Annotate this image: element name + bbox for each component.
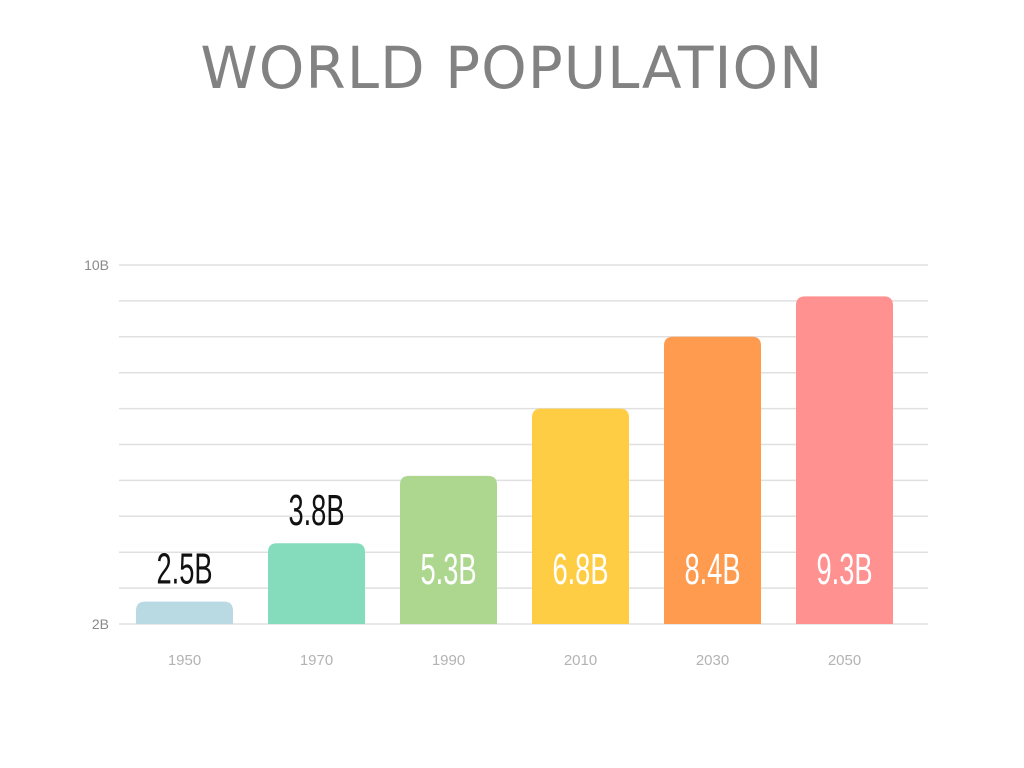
y-tick-label: 2B: [92, 616, 109, 632]
x-tick-label: 2050: [828, 652, 861, 669]
x-tick-label: 2010: [564, 652, 597, 669]
y-axis: 2B 10B: [84, 257, 109, 632]
data-label: 9.3B: [816, 544, 872, 593]
x-axis: 1950 1970 1990 2010 2030 2050: [168, 652, 861, 669]
data-label: 3.8B: [288, 486, 344, 535]
data-label: 6.8B: [552, 544, 608, 593]
y-tick-label: 10B: [84, 257, 109, 273]
gridlines: [119, 264, 928, 625]
data-labels: 2.5B 3.8B 5.3B 6.8B 8.4B 9.3B: [156, 486, 872, 594]
x-tick-label: 2030: [696, 652, 729, 669]
data-label: 5.3B: [420, 544, 476, 593]
x-tick-label: 1970: [300, 652, 333, 669]
x-tick-label: 1990: [432, 652, 465, 669]
bar-2010: [532, 408, 629, 624]
bar-1950: [136, 601, 233, 624]
data-label: 2.5B: [156, 544, 212, 593]
bar-1970: [268, 543, 365, 624]
bar-2030: [664, 336, 761, 624]
data-label: 8.4B: [684, 544, 740, 593]
bars: [136, 296, 893, 624]
x-tick-label: 1950: [168, 652, 201, 669]
bar-2050: [796, 296, 893, 624]
chart-title: WORLD POPULATION: [200, 34, 824, 102]
bar-1990: [400, 475, 497, 624]
